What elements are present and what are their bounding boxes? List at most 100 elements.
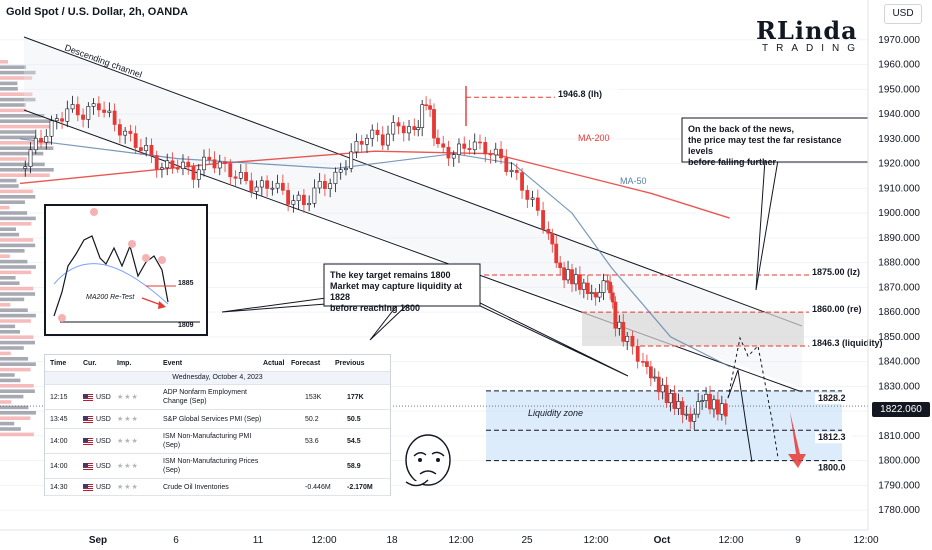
volume-profile-bar [0,222,32,226]
inset-marker [58,314,66,322]
candle-body [696,401,701,415]
volume-profile-bar [0,259,28,264]
volume-profile-bar [0,146,54,150]
candle-body [181,161,185,169]
candle-body [617,321,622,329]
target-callout-box [323,263,481,307]
x-tick-label: 12:00 [718,535,743,546]
volume-profile-bar [0,238,34,242]
volume-profile-bar [0,432,34,437]
col-header: Cur. [83,359,97,367]
volume-profile-bar [0,330,20,334]
inset-marker [142,254,150,262]
level-label: 1828.2 [818,393,846,403]
candle-body [217,161,222,169]
symbol-title: Gold Spot / U.S. Dollar, 2h, OANDA [6,6,189,18]
currency-cell: USD [83,429,111,453]
currency-code: USD [96,393,111,401]
candle-body [664,384,669,404]
table-row: 14:00 USD ★★★ ISM Non-Manufacturing PMI (Se… [45,429,390,454]
candle-body [359,141,364,145]
candle-body [704,393,708,401]
y-tick-label: 1850.000 [878,332,920,343]
col-header: Event [163,359,183,367]
candle-body [589,292,594,295]
candle-body [128,130,133,134]
us-flag-icon [83,483,93,491]
volume-profile-bar [0,351,11,356]
currency-cell: USD [83,479,111,495]
col-header: Time [50,359,67,367]
channel-top-line [23,36,803,327]
candle-body [149,145,154,156]
projection-path-alt [727,369,753,463]
candle-body [65,108,70,122]
candle-body [60,118,64,122]
news-callout-line: before falling further [688,157,777,167]
currency-code: USD [96,437,111,445]
target-callout: The key target remains 1800 Market may c… [330,270,480,314]
candle-body [333,171,338,184]
candle-body [504,157,509,172]
candle-body [75,104,80,116]
volume-profile-bar [0,389,35,393]
event-cell: ISM Non-Manufacturing PMI (Sep) [163,433,252,449]
importance-stars-icon: ★★★ [117,394,139,401]
candle-body [652,376,657,379]
x-tick-label: 11 [253,535,264,546]
y-tick-label: 1800.000 [878,456,920,467]
currency-button[interactable]: USD [884,4,922,24]
previous-cell: 54.5 [347,437,361,445]
volume-profile-bar [0,124,50,129]
target-callout-pointer-left [221,297,327,313]
volume-profile-bar [0,173,50,177]
candle-body [692,413,697,422]
candle-body [365,137,369,145]
candle-body [535,197,540,211]
candle-body [493,148,498,156]
candle-body [391,122,396,135]
down-arrow [788,412,806,468]
candle-body [44,135,49,143]
projection-path [727,336,779,459]
y-tick-label: 1920.000 [878,159,920,170]
ma200-line [19,150,730,219]
candle-body [338,169,343,173]
us-flag-icon [83,462,93,470]
event-cell: ADP Nonfarm Employment Change (Sep) [163,389,247,405]
candle-body [312,187,317,204]
volume-profile-bar [0,416,31,420]
currency-code: USD [96,483,111,491]
inset-marker [128,240,136,248]
forecast-cell: -0.446M [305,483,331,491]
x-tick-label: 6 [173,535,179,546]
x-tick-label: 12:00 [583,535,608,546]
candle-body [712,399,716,410]
candle-body [396,122,401,127]
y-tick-label: 1910.000 [878,183,920,194]
candle-body [228,163,233,178]
y-tick-label: 1830.000 [878,381,920,392]
volume-profile-bar [0,189,33,194]
candle-body [420,104,425,128]
y-tick-label: 1790.000 [878,480,920,491]
candle-body [525,190,530,200]
col-header: Forecast [291,359,321,367]
volume-profile-bar [0,303,11,307]
candle-body [499,148,503,159]
level-label: 1812.3 [818,432,846,442]
candle-body [54,118,59,122]
candle-body [566,269,570,281]
x-tick-label: 12:00 [311,535,336,546]
col-header: Imp. [117,359,132,367]
candle-body [412,126,417,130]
level-label: 1875.00 (lz) [812,267,860,277]
candle-body [254,186,259,192]
candle-body [432,109,436,139]
level-label-bg [809,338,909,350]
col-header: Actual [263,359,285,367]
channel-fill [24,37,802,388]
candle-body [570,269,574,285]
importance-stars-icon: ★★★ [117,438,139,445]
volume-profile-bar [0,119,54,123]
